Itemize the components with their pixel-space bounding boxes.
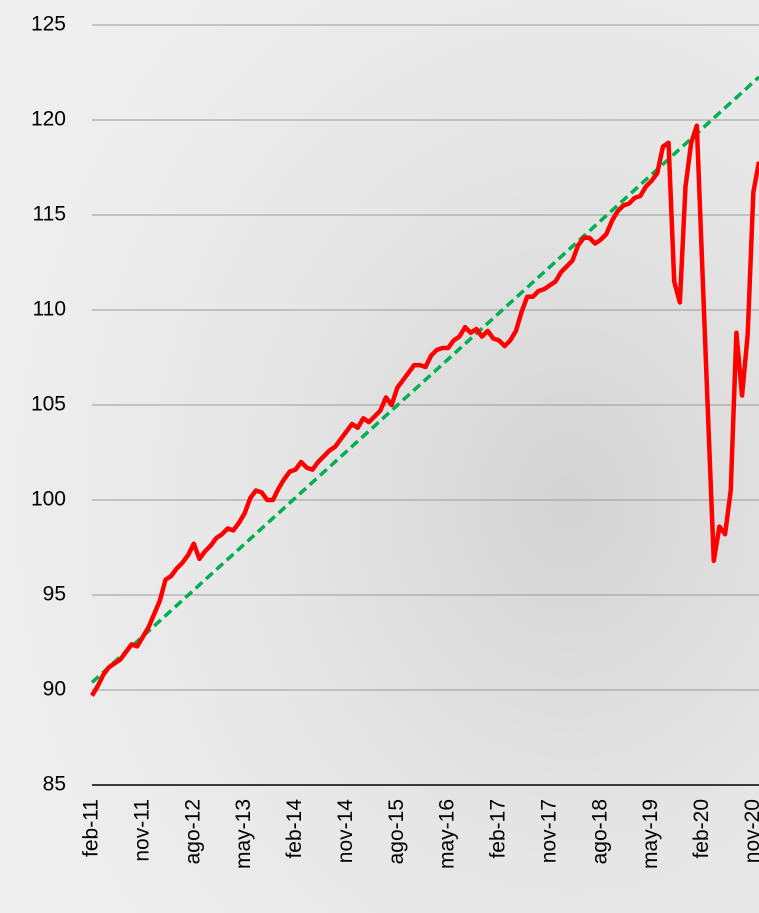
x-tick-label: nov-11 [130, 799, 153, 862]
x-tick-label: nov-20 [741, 799, 759, 863]
x-tick-label: ago-15 [385, 799, 408, 864]
y-tick-label: 120 [31, 108, 66, 131]
x-tick-label: feb-11 [80, 799, 103, 857]
x-tick-label: may-16 [436, 799, 459, 869]
x-tick-label: feb-14 [283, 799, 306, 859]
y-tick-label: 100 [31, 488, 66, 511]
y-tick-label: 105 [31, 393, 66, 416]
x-tick-label: may-13 [232, 799, 255, 869]
y-tick-label: 110 [33, 298, 66, 321]
x-tick-label: ago-18 [588, 799, 611, 864]
y-tick-label: 125 [31, 13, 66, 36]
x-tick-label: may-19 [639, 799, 662, 869]
x-tick-label: nov-14 [334, 799, 357, 864]
y-tick-label: 115 [33, 203, 66, 226]
x-tick-label: feb-20 [690, 799, 713, 859]
y-tick-label: 95 [43, 583, 66, 606]
x-tick-label: feb-17 [487, 799, 510, 859]
x-tick-label: ago-12 [181, 799, 204, 864]
y-tick-label: 85 [43, 773, 66, 796]
trend-line [90, 75, 759, 684]
data-line [90, 123, 759, 697]
x-tick-label: nov-17 [537, 799, 560, 863]
y-tick-label: 90 [43, 678, 66, 701]
